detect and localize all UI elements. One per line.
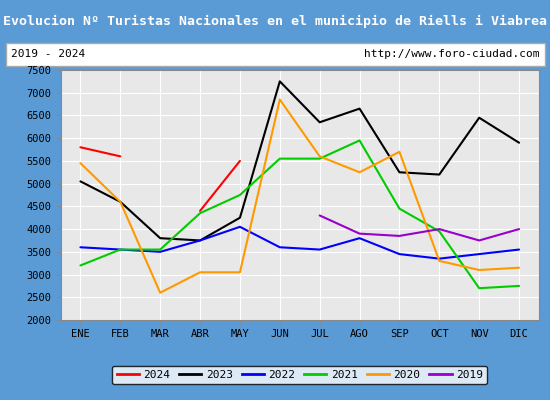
Text: 2019 - 2024: 2019 - 2024: [11, 49, 85, 59]
FancyBboxPatch shape: [6, 43, 544, 66]
Text: http://www.foro-ciudad.com: http://www.foro-ciudad.com: [364, 49, 539, 59]
Text: Evolucion Nº Turistas Nacionales en el municipio de Riells i Viabrea: Evolucion Nº Turistas Nacionales en el m…: [3, 14, 547, 28]
Legend: 2024, 2023, 2022, 2021, 2020, 2019: 2024, 2023, 2022, 2021, 2020, 2019: [112, 366, 487, 384]
